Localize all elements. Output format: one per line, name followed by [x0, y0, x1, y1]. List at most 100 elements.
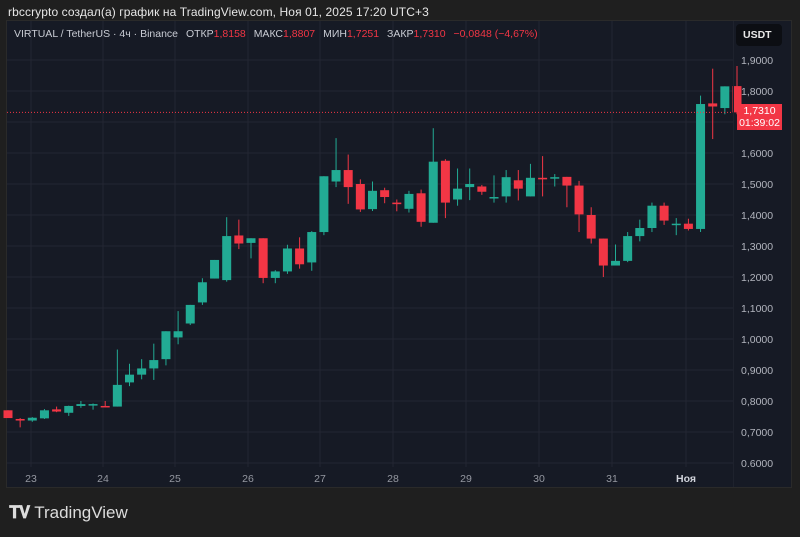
- candle: [428, 128, 438, 223]
- time-tick-label: 31: [606, 473, 618, 485]
- candle: [149, 343, 159, 380]
- candle: [513, 170, 523, 201]
- candle: [659, 202, 669, 225]
- candle: [525, 163, 535, 197]
- current-price-tag: 1,7310 01:39:02: [737, 104, 782, 130]
- candle: [368, 181, 377, 211]
- candle: [161, 331, 171, 366]
- candle: [380, 187, 390, 204]
- candle: [197, 278, 207, 305]
- price-tick-label: 1,8000: [741, 86, 773, 98]
- candle: [39, 409, 49, 419]
- low-value: 1,7251: [346, 28, 380, 40]
- candle: [234, 219, 244, 250]
- candle: [404, 190, 414, 213]
- candle: [88, 403, 98, 410]
- price-tick-label: 1,4000: [741, 210, 773, 222]
- candle: [453, 168, 463, 206]
- high-label: МАКС: [253, 28, 284, 40]
- close-value: 1,7310: [413, 28, 446, 40]
- candle: [647, 202, 657, 233]
- price-tick-label: 1,0000: [741, 334, 773, 346]
- time-tick-label: 29: [460, 473, 472, 485]
- high-value: 1,8807: [283, 28, 316, 40]
- candle: [27, 417, 37, 422]
- candle: [538, 156, 548, 197]
- time-tick-label: 27: [314, 473, 326, 485]
- currency-button[interactable]: USDT: [736, 24, 782, 46]
- time-tick-label: 30: [533, 473, 545, 485]
- time-tick-label: 23: [25, 473, 37, 485]
- candle: [173, 311, 183, 345]
- tradingview-logo-icon: 𝐓𝐕: [9, 503, 30, 523]
- candle: [3, 410, 13, 419]
- candle: [598, 238, 608, 277]
- candle: [282, 244, 292, 274]
- price-axis[interactable]: 1,9000 1,8000 1,6000 1,5000 1,4000 1,3000 1,20…: [733, 21, 774, 487]
- candle: [125, 363, 134, 387]
- price-tick-label: 0,9000: [741, 365, 773, 377]
- candle: [137, 359, 147, 380]
- candle: [440, 159, 450, 219]
- candle: [635, 219, 645, 242]
- time-tick-label: 26: [242, 473, 254, 485]
- price-tick-label: 1,2000: [741, 272, 773, 284]
- candle: [623, 232, 633, 263]
- close-label: ЗАКР: [387, 28, 414, 40]
- candle: [319, 176, 329, 236]
- grid-lines: [7, 21, 733, 467]
- candle: [586, 207, 596, 244]
- time-tick-label: 24: [97, 473, 109, 485]
- candle: [270, 270, 280, 284]
- time-tick-label: 28: [387, 473, 399, 485]
- price-tick-label: 1,9000: [741, 55, 773, 67]
- candle: [611, 244, 620, 266]
- candle: [465, 168, 475, 201]
- candle: [501, 170, 511, 203]
- candle: [720, 86, 730, 115]
- candle: [416, 189, 426, 227]
- candle: [355, 179, 365, 212]
- candle: [258, 238, 268, 284]
- price-tick-label: 0,8000: [741, 396, 773, 408]
- time-tick-label: 25: [169, 473, 181, 485]
- candle: [708, 68, 718, 140]
- candle: [574, 180, 584, 233]
- chart-caption: rbccrypto создал(а) график на TradingVie…: [8, 5, 429, 19]
- price-tick-label: 0,7000: [741, 427, 773, 439]
- time-axis[interactable]: 23 24 25 26 27 28 29 30 31 Ноя: [25, 473, 696, 485]
- candle: [696, 95, 706, 233]
- candle: [76, 401, 86, 408]
- current-price-value: 1,7310: [743, 105, 776, 117]
- candle: [683, 218, 693, 231]
- candle: [307, 231, 317, 271]
- time-tick-label: Ноя: [676, 473, 696, 485]
- price-tick-label: 0.6000: [741, 458, 773, 470]
- candle: [392, 199, 402, 212]
- candle: [477, 184, 487, 195]
- price-change: −0,0848 (−4,67%): [453, 28, 538, 40]
- candle: [112, 349, 122, 407]
- candle: [100, 401, 110, 408]
- price-tick-label: 1,5000: [741, 179, 773, 191]
- low-label: МИН: [323, 28, 347, 40]
- bar-countdown: 01:39:02: [739, 117, 780, 129]
- tradingview-logo-text: TradingView: [34, 503, 128, 522]
- candle: [343, 154, 353, 204]
- candle: [489, 175, 499, 203]
- tradingview-logo[interactable]: 𝐓𝐕 TradingView: [9, 503, 128, 523]
- candle: [331, 138, 341, 188]
- price-tick-label: 1,6000: [741, 148, 773, 160]
- candle: [550, 174, 560, 187]
- candle: [246, 238, 256, 259]
- candle: [64, 405, 74, 416]
- chart-frame[interactable]: [6, 20, 792, 488]
- candles: [3, 65, 742, 428]
- candle: [52, 406, 62, 413]
- ohlc-legend: VIRTUAL / TetherUS · 4ч · Binance ОТКР1,…: [14, 28, 538, 40]
- candle: [15, 418, 25, 428]
- candle: [562, 176, 572, 208]
- candle: [210, 259, 220, 279]
- symbol-label[interactable]: VIRTUAL / TetherUS · 4ч · Binance: [14, 28, 179, 40]
